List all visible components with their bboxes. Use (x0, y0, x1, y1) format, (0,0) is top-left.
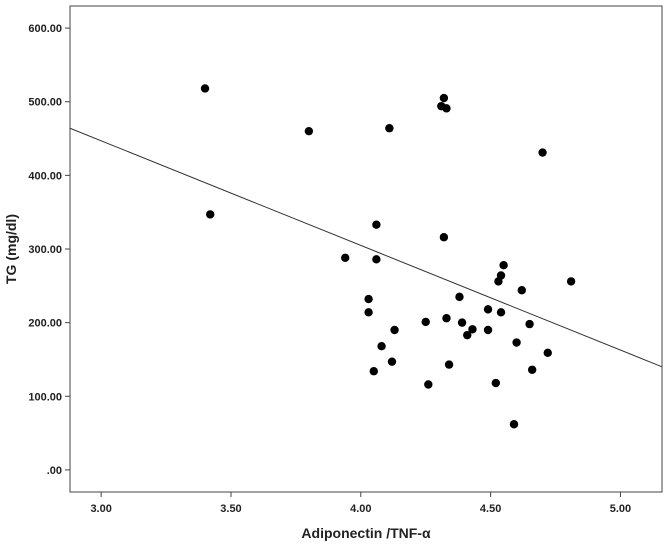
data-point (385, 124, 394, 133)
data-point (369, 367, 378, 376)
data-point (496, 308, 506, 317)
data-point (525, 319, 534, 329)
data-point (517, 286, 526, 295)
data-point (364, 308, 373, 317)
y-tick-label: 100.00 (28, 391, 62, 403)
y-axis-title: TG (mg/dl) (3, 214, 19, 284)
x-tick-label: 5.00 (610, 503, 631, 515)
data-point (566, 277, 576, 286)
data-point (442, 104, 451, 113)
data-point (364, 294, 373, 304)
data-point (491, 378, 501, 388)
data-point (439, 93, 449, 103)
x-tick-label: 3.50 (220, 503, 241, 515)
data-point (499, 261, 508, 270)
x-axis-title: Adiponectin /TNF-α (301, 525, 431, 541)
data-point (372, 255, 381, 264)
data-point (304, 126, 314, 136)
data-point (527, 365, 537, 374)
fit-line-layer (69, 127, 663, 368)
data-point (512, 338, 521, 347)
y-axis: .00 100.00 200.00 300.00 400.00 500.00 600.00 (28, 23, 70, 477)
y-tick-label: .00 (47, 465, 62, 477)
y-tick-label: 200.00 (28, 318, 62, 330)
data-point (439, 233, 449, 242)
data-point (457, 318, 467, 327)
plot-frame (69, 5, 663, 493)
data-point (206, 210, 215, 219)
data-point (543, 348, 552, 358)
data-point (455, 292, 464, 302)
x-tick-label: 4.00 (350, 503, 371, 515)
data-point (463, 330, 472, 340)
data-point (421, 317, 430, 327)
data-point (509, 420, 519, 429)
y-tick-label: 400.00 (28, 170, 62, 182)
data-point (444, 360, 454, 369)
y-tick-label: 600.00 (28, 23, 62, 35)
x-tick-label: 4.50 (480, 503, 501, 515)
data-point (483, 325, 493, 335)
points-layer (200, 84, 576, 429)
data-point (496, 271, 506, 280)
x-tick-label: 3.00 (90, 503, 111, 515)
data-point (372, 220, 381, 229)
data-point (341, 253, 350, 263)
data-point (377, 342, 386, 351)
regression-line (69, 127, 663, 368)
data-point (387, 357, 397, 366)
data-point (483, 305, 493, 314)
y-tick-label: 500.00 (28, 97, 62, 109)
y-tick-label: 300.00 (28, 244, 62, 256)
data-point (390, 325, 399, 335)
data-point (424, 380, 433, 389)
data-point (538, 148, 547, 157)
plot-area (69, 5, 663, 493)
data-point (200, 84, 210, 93)
x-axis: 3.00 3.50 4.00 4.50 5.00 (90, 492, 631, 515)
data-point (442, 314, 451, 323)
data-point (468, 325, 477, 334)
